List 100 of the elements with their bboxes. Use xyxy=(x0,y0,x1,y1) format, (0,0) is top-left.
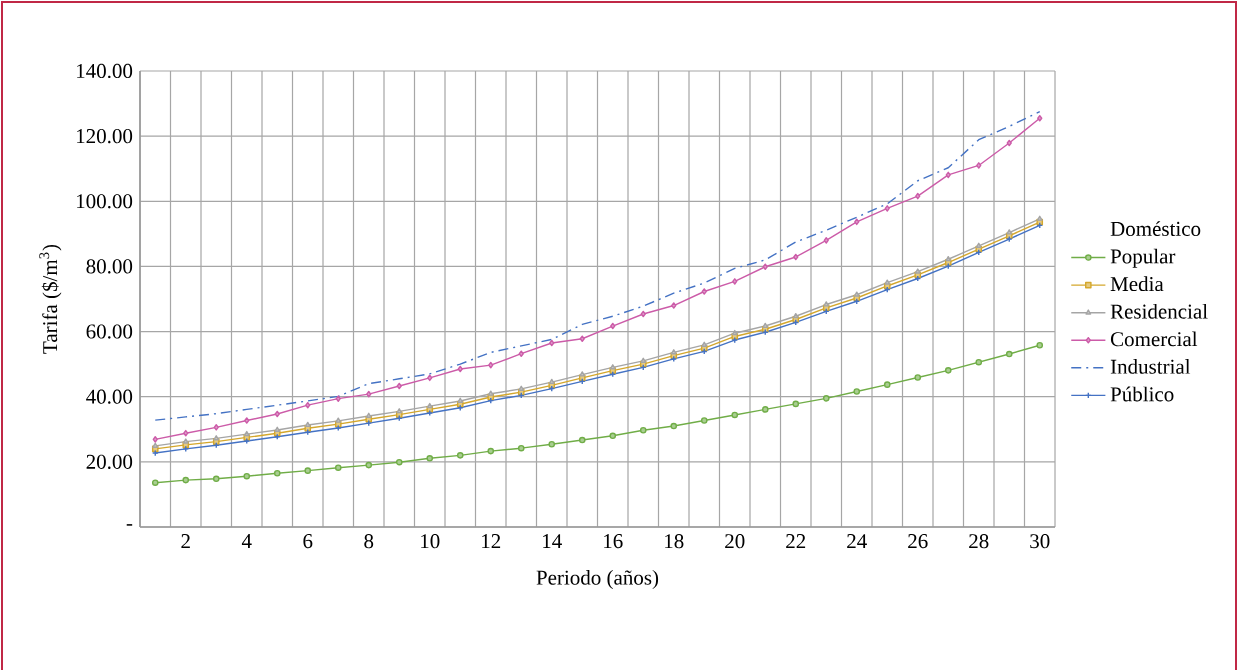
legend-title: Doméstico xyxy=(1110,221,1201,236)
point xyxy=(182,438,189,444)
point xyxy=(243,430,250,437)
point xyxy=(334,464,342,472)
point xyxy=(183,429,189,437)
point xyxy=(579,335,585,343)
y-tick-label: 20.00 xyxy=(86,454,133,469)
point xyxy=(395,458,403,466)
point xyxy=(1036,341,1044,349)
point xyxy=(976,162,982,169)
point xyxy=(426,409,434,417)
point xyxy=(701,341,708,347)
x-tick-label: 14 xyxy=(543,534,562,548)
point xyxy=(792,312,799,319)
point xyxy=(975,358,983,366)
y-tick-label: 100.00 xyxy=(77,194,133,209)
point xyxy=(762,322,769,329)
point xyxy=(426,402,433,409)
point xyxy=(793,253,799,261)
point xyxy=(396,382,402,390)
point xyxy=(945,255,952,262)
legend-label: Media xyxy=(1110,276,1164,292)
point xyxy=(212,475,220,483)
point xyxy=(761,406,769,413)
point xyxy=(670,422,678,430)
point xyxy=(914,268,921,274)
point xyxy=(975,242,982,248)
point xyxy=(152,442,159,448)
x-tick-label: 18 xyxy=(665,534,684,549)
x-tick-label: 6 xyxy=(303,534,313,549)
point xyxy=(243,472,251,480)
point xyxy=(823,301,830,307)
x-tick-label: 12 xyxy=(482,534,501,548)
point xyxy=(548,440,556,448)
x-tick-label: 24 xyxy=(847,534,867,548)
point xyxy=(854,218,860,226)
y-tick-label: - xyxy=(126,524,133,526)
point xyxy=(944,367,952,374)
point xyxy=(884,205,890,212)
y-tick-label: 140.00 xyxy=(77,63,133,79)
point xyxy=(670,355,678,363)
x-tick-label: 28 xyxy=(969,534,989,549)
point xyxy=(915,192,921,200)
point xyxy=(853,291,860,297)
point xyxy=(488,361,494,369)
x-tick-label: 30 xyxy=(1030,534,1050,549)
point xyxy=(609,432,617,440)
point xyxy=(457,365,463,373)
point xyxy=(792,400,800,408)
point xyxy=(1005,350,1013,358)
point xyxy=(365,461,373,469)
point xyxy=(732,278,738,285)
legend-label: Industrial xyxy=(1110,359,1191,374)
point xyxy=(213,435,220,441)
x-tick-label: 22 xyxy=(786,534,806,548)
x-tick-label: 26 xyxy=(908,534,928,549)
point xyxy=(426,454,434,462)
point xyxy=(549,339,555,347)
y-tick-label: 40.00 xyxy=(86,389,133,404)
point xyxy=(853,388,861,395)
point xyxy=(579,371,586,377)
point xyxy=(640,310,646,318)
point xyxy=(305,401,311,409)
point xyxy=(610,322,616,330)
point xyxy=(366,390,372,398)
point xyxy=(396,408,403,414)
y-axis-title: Tarifa ($/m$^{3}$) xyxy=(39,244,62,354)
point xyxy=(456,452,464,459)
point xyxy=(518,385,525,391)
point xyxy=(731,411,739,419)
y-tick-label: 120.00 xyxy=(77,129,133,144)
point xyxy=(334,424,342,432)
legend-label: Residencial xyxy=(1110,303,1208,319)
point xyxy=(1036,215,1043,221)
point xyxy=(335,417,342,423)
point xyxy=(304,467,312,474)
point xyxy=(182,476,190,484)
point xyxy=(945,171,951,179)
point xyxy=(822,395,830,402)
legend-label: Comercial xyxy=(1110,331,1198,347)
point xyxy=(578,436,586,444)
legend-label: Público xyxy=(1110,386,1174,402)
x-tick-label: 8 xyxy=(364,534,374,549)
point xyxy=(273,469,281,477)
point xyxy=(487,390,494,396)
point xyxy=(1037,114,1043,122)
point xyxy=(762,263,768,271)
point xyxy=(944,262,952,270)
point xyxy=(243,437,251,445)
point xyxy=(914,374,922,381)
point xyxy=(671,302,677,309)
legend-label: Popular xyxy=(1110,248,1176,268)
y-tick-label: 60.00 xyxy=(86,324,133,339)
point xyxy=(731,329,738,336)
point xyxy=(304,421,311,428)
point xyxy=(518,350,524,358)
x-tick-label: 4 xyxy=(241,534,252,548)
point xyxy=(548,378,555,385)
point xyxy=(487,447,495,455)
x-tick-label: 20 xyxy=(725,534,745,549)
